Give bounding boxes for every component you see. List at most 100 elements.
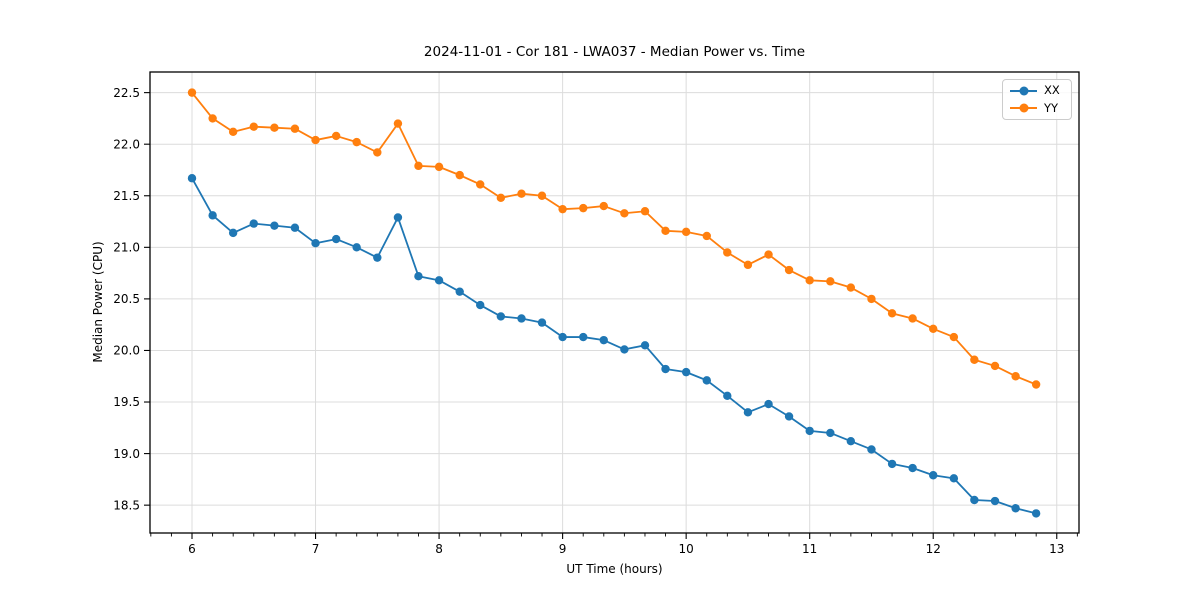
data-point-YY [1031, 380, 1041, 389]
data-point-YY [970, 355, 979, 364]
data-point-XX [661, 364, 670, 374]
y-tick-label: 20.0 [113, 344, 140, 358]
data-point-YY [352, 137, 361, 147]
data-point-XX [434, 276, 444, 285]
data-point-YY [208, 114, 217, 123]
data-point-YY [826, 277, 835, 286]
series-line-XX [191, 177, 1037, 515]
y-axis-label: Median Power (CPU) [91, 241, 105, 363]
data-point-XX [517, 314, 526, 323]
y-tick-label: 22.5 [113, 86, 140, 100]
data-point-YY [743, 260, 753, 270]
data-point-YY [990, 361, 1000, 371]
y-tick-label: 18.5 [113, 498, 140, 512]
data-point-YY [270, 123, 279, 132]
x-tick-label: 6 [188, 542, 196, 556]
data-point-YY [929, 324, 938, 333]
data-point-YY [599, 201, 608, 211]
x-tick-label: 7 [312, 542, 320, 556]
data-point-XX [558, 332, 567, 342]
data-point-YY [867, 294, 876, 304]
data-point-XX [331, 234, 341, 244]
data-point-XX [579, 332, 588, 342]
data-point-YY [949, 332, 959, 342]
data-point-YY [723, 248, 732, 257]
data-point-XX [393, 213, 403, 222]
y-tick-label: 21.0 [113, 241, 140, 255]
data-point-XX [826, 428, 835, 438]
legend-line-marker-icon [1010, 86, 1037, 96]
data-point-XX [476, 300, 485, 310]
data-point-XX [373, 253, 382, 262]
data-point-XX [599, 335, 608, 345]
y-tick-label: 22.0 [113, 137, 140, 151]
data-point-XX [640, 341, 650, 350]
data-point-XX [1011, 504, 1020, 513]
data-point-YY [187, 88, 197, 97]
data-point-YY [496, 193, 506, 203]
data-point-YY [579, 203, 588, 213]
data-point-XX [455, 287, 464, 296]
data-point-XX [723, 391, 732, 401]
data-point-XX [702, 376, 711, 385]
data-point-XX [249, 219, 258, 228]
data-point-YY [414, 161, 423, 171]
data-point-YY [620, 209, 629, 218]
data-point-XX [990, 496, 1000, 506]
data-point-XX [496, 312, 506, 321]
chart-title: 2024-11-01 - Cor 181 - LWA037 - Median P… [423, 44, 806, 60]
data-point-YY [784, 265, 794, 275]
x-tick-label: 13 [1049, 542, 1064, 556]
legend: XX YY [1002, 79, 1072, 120]
data-point-XX [743, 408, 753, 417]
data-point-YY [249, 122, 258, 131]
data-point-XX [228, 228, 238, 238]
legend-item: YY [1010, 100, 1063, 115]
data-point-XX [970, 495, 979, 505]
data-point-YY [681, 227, 691, 237]
data-point-XX [887, 459, 897, 469]
x-tick-label: 8 [435, 542, 443, 556]
legend-item: XX [1010, 83, 1063, 97]
legend-label: YY [1044, 100, 1059, 115]
data-point-XX [187, 174, 197, 183]
data-point-XX [805, 426, 814, 436]
data-point-YY [702, 231, 711, 241]
data-point-YY [331, 131, 341, 141]
data-point-XX [764, 399, 773, 409]
axes-spines [149, 71, 1080, 534]
data-point-YY [805, 276, 814, 285]
data-point-YY [558, 204, 567, 214]
data-point-YY [228, 127, 238, 137]
legend-line-marker-icon [1010, 103, 1037, 113]
data-point-XX [352, 243, 361, 252]
data-point-XX [311, 238, 320, 248]
legend-label: XX [1044, 83, 1060, 97]
data-point-XX [414, 272, 423, 281]
y-tick-label: 21.5 [113, 189, 140, 203]
data-point-XX [867, 445, 876, 454]
data-point-XX [784, 412, 794, 421]
data-point-YY [290, 124, 300, 133]
data-point-YY [764, 250, 773, 259]
data-point-XX [908, 463, 917, 473]
data-point-XX [537, 318, 547, 327]
data-point-YY [846, 283, 856, 292]
data-point-XX [620, 345, 629, 354]
data-point-YY [476, 180, 485, 189]
data-point-XX [681, 367, 691, 377]
data-point-XX [208, 211, 217, 220]
y-tick-label: 19.0 [113, 447, 140, 461]
data-point-YY [1011, 372, 1020, 381]
x-tick-label: 12 [926, 542, 941, 556]
data-point-XX [846, 437, 856, 446]
y-tick-label: 19.5 [113, 395, 140, 409]
data-point-XX [270, 221, 279, 230]
data-point-YY [661, 226, 670, 236]
data-point-YY [517, 189, 526, 198]
data-point-YY [887, 309, 897, 318]
data-point-YY [393, 119, 403, 128]
data-point-YY [640, 207, 650, 216]
data-point-XX [290, 223, 300, 232]
